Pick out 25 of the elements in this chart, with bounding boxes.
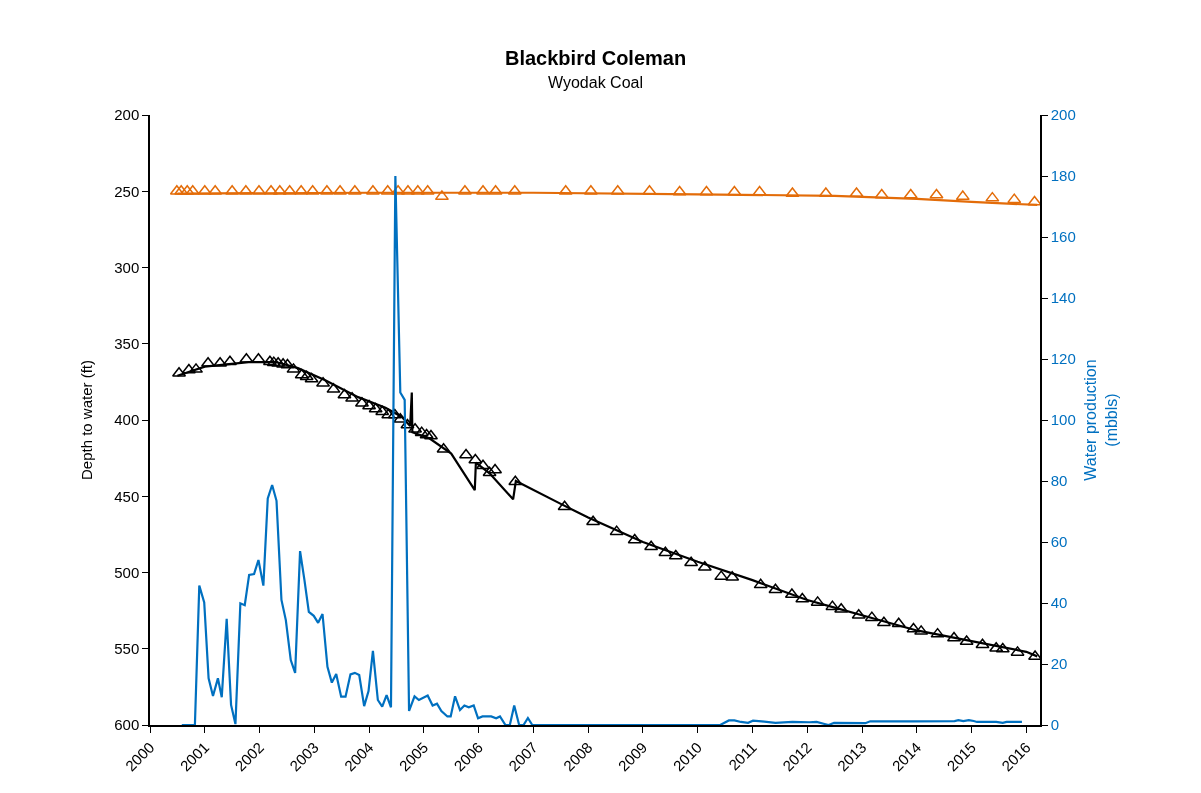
chart-title: Blackbird Coleman [505,47,687,69]
y-tick-label: 400 [114,411,140,429]
y2-tick-label: 140 [1050,289,1076,307]
y2-tick-label: 20 [1050,655,1068,673]
y-tick-label: 250 [114,182,140,200]
y2-tick-label: 200 [1050,106,1076,124]
line-series [180,174,1024,725]
y2-tick-label: 80 [1050,472,1068,490]
y2-tick-label: 60 [1050,533,1068,551]
y2-tick-label: 180 [1050,167,1076,185]
y2-tick-label: 160 [1050,228,1076,246]
y2-tick-label: 40 [1050,594,1068,612]
y-axis-title: Depth to water (ft) [77,359,95,481]
y-tick-label: 500 [114,563,140,581]
y2-axis-title: Water production (mbbls) [1081,359,1120,481]
y2-tick-label: 120 [1050,350,1076,368]
y-tick-label: 300 [114,258,140,276]
y2-tick-label: 100 [1050,411,1076,429]
y2-tick-label: 0 [1050,716,1060,734]
y-tick-label: 350 [114,335,140,352]
y-tick-label: 600 [114,716,140,734]
y-tick-label: 550 [114,640,140,657]
chart-subtitle: Wyodak Coal [548,74,644,91]
y-tick-label: 200 [114,106,140,124]
y-tick-label: 450 [114,487,140,505]
